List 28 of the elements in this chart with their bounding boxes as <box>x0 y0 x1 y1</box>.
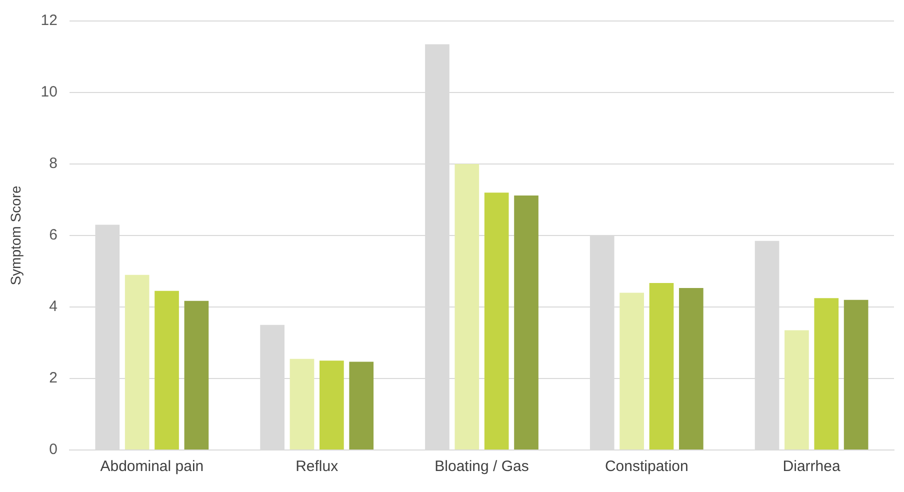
bar <box>620 292 644 450</box>
bar <box>290 358 314 450</box>
bar <box>484 192 509 450</box>
y-tick-label: 10 <box>40 84 58 101</box>
bar <box>844 300 868 450</box>
bar <box>154 290 179 450</box>
y-tick-label: 12 <box>40 12 58 30</box>
bar <box>784 330 809 450</box>
bar <box>514 195 538 450</box>
bar <box>814 298 839 450</box>
bar <box>649 283 674 450</box>
bar <box>679 288 704 450</box>
y-tick-label: 2 <box>49 370 58 387</box>
x-tick-label: Bloating / Gas <box>434 458 529 476</box>
y-tick-label: 4 <box>49 298 58 316</box>
x-tick-label: Constipation <box>604 458 688 476</box>
x-tick-label: Diarrhea <box>782 458 841 476</box>
y-tick-label: 6 <box>49 226 58 244</box>
x-tick-label: Reflux <box>296 458 339 476</box>
y-tick-label: 0 <box>49 441 58 458</box>
y-axis-title: Symptom Score <box>7 185 24 286</box>
x-tick-label: Abdominal pain <box>100 458 204 476</box>
bar <box>124 274 150 450</box>
bar <box>320 360 344 450</box>
bar <box>184 300 209 450</box>
y-tick-label: 8 <box>49 155 58 172</box>
bar <box>454 164 480 450</box>
bar <box>349 362 374 450</box>
